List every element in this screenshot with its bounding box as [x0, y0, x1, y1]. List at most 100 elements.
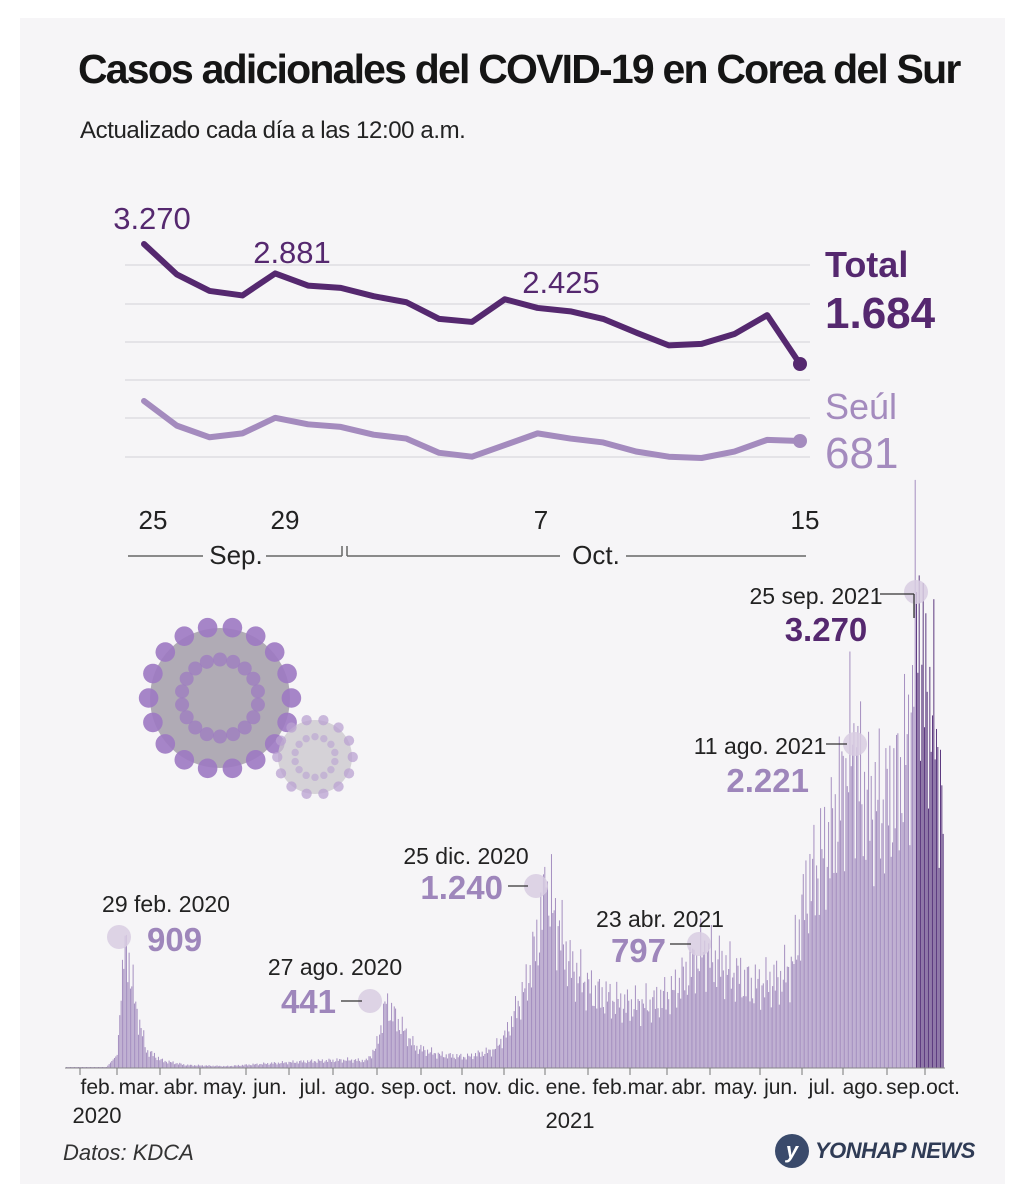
daily-bar — [235, 1065, 237, 1068]
daily-bar — [544, 866, 546, 1068]
daily-bar — [674, 969, 676, 1068]
daily-bar — [854, 858, 856, 1068]
daily-bar — [121, 959, 123, 1068]
daily-bar — [930, 751, 932, 1068]
annotation-date-feb-2020: 29 feb. 2020 — [102, 891, 230, 917]
daily-bar — [892, 842, 894, 1068]
daily-bar — [193, 1065, 195, 1068]
daily-bar — [455, 1059, 457, 1068]
daily-bar — [133, 1003, 135, 1068]
daily-bar — [628, 1000, 630, 1068]
daily-bar — [757, 978, 759, 1068]
daily-bar — [244, 1064, 246, 1068]
daily-bar — [485, 1047, 487, 1068]
daily-bar — [804, 920, 806, 1068]
daily-bar — [257, 1065, 259, 1068]
daily-bar — [638, 1000, 640, 1068]
daily-bar — [700, 918, 702, 1068]
daily-bar — [620, 993, 622, 1068]
daily-bar — [701, 957, 703, 1068]
daily-bar — [287, 1064, 289, 1068]
year-label-2020: 2020 — [73, 1103, 122, 1128]
daily-bar — [716, 986, 718, 1068]
daily-bar — [480, 1056, 482, 1068]
daily-bar — [205, 1065, 207, 1068]
daily-bar — [589, 993, 591, 1068]
daily-bar — [155, 1057, 157, 1068]
daily-bar — [396, 1031, 398, 1068]
daily-bars — [66, 479, 944, 1068]
daily-bar — [666, 991, 668, 1068]
daily-bar — [497, 1045, 499, 1068]
daily-bar — [816, 865, 818, 1068]
month-label: oct. — [926, 1076, 960, 1099]
daily-bar — [471, 1053, 473, 1068]
daily-bar — [147, 1050, 149, 1068]
daily-bar — [223, 1065, 225, 1068]
daily-bar — [376, 1036, 378, 1068]
daily-bar — [849, 651, 851, 1068]
x-tick-25: 25 — [139, 505, 168, 535]
daily-bar — [293, 1062, 295, 1068]
daily-bar — [444, 1057, 446, 1068]
daily-bar — [621, 1022, 623, 1068]
daily-bar — [352, 1062, 354, 1068]
daily-bar — [754, 964, 756, 1068]
daily-bar — [622, 1008, 624, 1068]
daily-bar — [865, 859, 867, 1068]
daily-bar — [132, 964, 134, 1068]
daily-bar — [267, 1062, 269, 1068]
daily-bar — [862, 856, 864, 1068]
daily-bar — [590, 970, 592, 1068]
daily-bar — [339, 1059, 341, 1068]
daily-bar — [344, 1060, 346, 1068]
daily-bar — [341, 1062, 343, 1068]
daily-bar — [144, 1047, 146, 1068]
daily-bar — [521, 981, 523, 1068]
daily-bar — [578, 976, 580, 1068]
daily-bar — [408, 1038, 410, 1068]
daily-bar — [493, 1049, 495, 1068]
daily-bar — [884, 873, 886, 1068]
daily-bar — [688, 985, 690, 1068]
daily-bar — [610, 1018, 612, 1068]
daily-bar — [592, 1005, 594, 1068]
daily-bar — [423, 1046, 425, 1068]
daily-bar — [624, 994, 626, 1068]
daily-bar — [533, 936, 535, 1068]
daily-bar — [922, 583, 924, 1068]
daily-bar — [613, 1001, 615, 1068]
daily-bar — [808, 933, 810, 1068]
daily-bar — [192, 1066, 194, 1068]
daily-bar — [379, 1034, 381, 1068]
daily-bar — [469, 1056, 471, 1068]
annotation-date-dic-2020: 25 dic. 2020 — [403, 843, 528, 869]
daily-bar — [269, 1063, 271, 1068]
daily-bar — [333, 1062, 335, 1068]
daily-bar — [288, 1061, 290, 1068]
daily-bar — [315, 1061, 317, 1068]
daily-bar — [153, 1052, 155, 1068]
daily-bar — [231, 1065, 233, 1068]
daily-bar — [690, 976, 692, 1068]
daily-bar — [284, 1062, 286, 1068]
annotation-value-sep-2021: 3.270 — [785, 611, 868, 648]
daily-bar — [672, 989, 674, 1068]
month-label: mar. — [628, 1076, 669, 1099]
daily-bar — [177, 1064, 179, 1068]
daily-bar — [566, 986, 568, 1068]
daily-bar — [109, 1062, 111, 1068]
daily-bar — [730, 988, 732, 1068]
daily-bar — [276, 1064, 278, 1068]
daily-bar — [682, 966, 684, 1068]
daily-bar — [769, 971, 771, 1068]
daily-bar — [203, 1066, 205, 1068]
daily-bar — [233, 1065, 235, 1068]
daily-bar — [280, 1063, 282, 1068]
daily-bar — [664, 977, 666, 1068]
daily-bar — [187, 1064, 189, 1068]
daily-bar — [705, 991, 707, 1068]
daily-bar — [165, 1061, 167, 1068]
daily-bar — [846, 786, 848, 1068]
daily-bar — [249, 1065, 251, 1068]
